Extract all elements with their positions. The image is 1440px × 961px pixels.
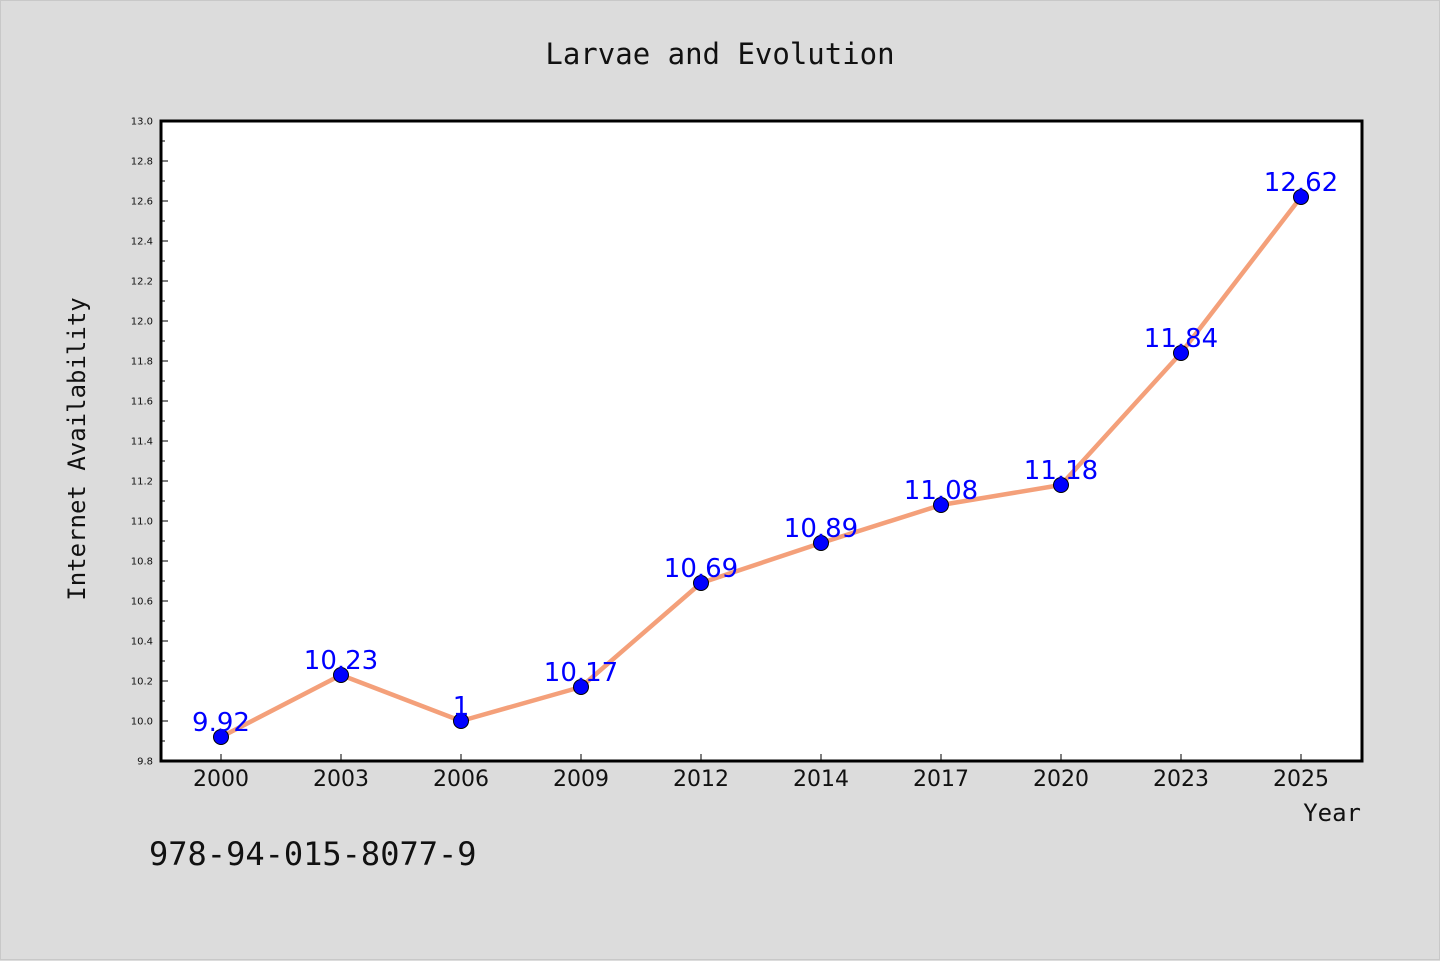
footer-identifier: 978-94-015-8077-9 — [149, 835, 477, 873]
y-tick-label: 11.4 — [131, 437, 153, 448]
data-point-marker — [1053, 477, 1069, 493]
y-tick-label: 9.8 — [137, 757, 153, 768]
series-line — [218, 194, 1304, 740]
data-label: 10.23 — [304, 646, 378, 676]
x-tick-label: 2009 — [553, 767, 609, 792]
x-tick-label: 2025 — [1273, 767, 1329, 792]
y-tick-label: 11.8 — [131, 357, 153, 368]
y-tick-label: 12.8 — [131, 157, 153, 168]
y-tick-label: 12.0 — [131, 317, 153, 328]
y-tick-label: 12.2 — [131, 277, 153, 288]
data-label: 1 — [453, 692, 470, 722]
data-point-marker — [1293, 189, 1309, 205]
x-tick-label: 2003 — [313, 767, 369, 792]
x-tick-label: 2000 — [193, 767, 249, 792]
x-tick-label: 2020 — [1033, 767, 1089, 792]
y-tick-label: 12.6 — [131, 197, 153, 208]
data-point-marker — [813, 535, 829, 551]
y-tick-label: 10.6 — [131, 597, 153, 608]
data-label: 10.17 — [544, 658, 618, 688]
plot-area — [159, 119, 1364, 763]
x-axis-label: Year — [1303, 799, 1361, 827]
x-tick-label: 2017 — [913, 767, 969, 792]
data-label: 9.92 — [192, 708, 250, 738]
y-tick-label: 11.6 — [131, 397, 153, 408]
data-label: 10.89 — [784, 514, 858, 544]
data-point-marker — [333, 667, 349, 683]
y-tick-label: 10.8 — [131, 557, 153, 568]
data-point-marker — [693, 575, 709, 591]
y-tick-label: 11.2 — [131, 477, 153, 488]
data-label: 11.84 — [1144, 324, 1218, 354]
x-axis: 2000 2003 2006 2009 2012 2014 2017 2020 2023 2025 — [193, 754, 1329, 792]
series-layer: 9.92 10.23 1 10.17 10.69 10.89 11.08 11.18 11.84… — [192, 168, 1338, 745]
x-tick-label: 2023 — [1153, 767, 1209, 792]
x-tick-label: 2012 — [673, 767, 729, 792]
y-tick-label: 10.2 — [131, 677, 153, 688]
data-point-marker — [453, 713, 469, 729]
chart-title: Larvae and Evolution — [545, 37, 894, 71]
data-label: 10.69 — [664, 554, 738, 584]
data-point-marker — [573, 679, 589, 695]
y-tick-label: 10.0 — [131, 717, 153, 728]
y-axis: 9.8 10.0 10.2 10.4 10.6 10.8 11.0 11.2 11.4 11.6 1… — [131, 117, 168, 768]
data-label: 11.08 — [904, 476, 978, 506]
y-axis-label: Internet Availability — [63, 297, 91, 600]
data-label: 11.18 — [1024, 456, 1098, 486]
y-tick-label: 11.0 — [131, 517, 153, 528]
y-tick-label: 12.4 — [131, 237, 153, 248]
y-tick-label: 13.0 — [131, 117, 153, 128]
data-point-marker — [933, 497, 949, 513]
x-tick-label: 2006 — [433, 767, 489, 792]
data-point-marker — [213, 729, 229, 745]
y-tick-label: 10.4 — [131, 637, 153, 648]
data-label: 12.62 — [1264, 168, 1338, 198]
x-tick-label: 2014 — [793, 767, 849, 792]
data-point-marker — [1173, 345, 1189, 361]
